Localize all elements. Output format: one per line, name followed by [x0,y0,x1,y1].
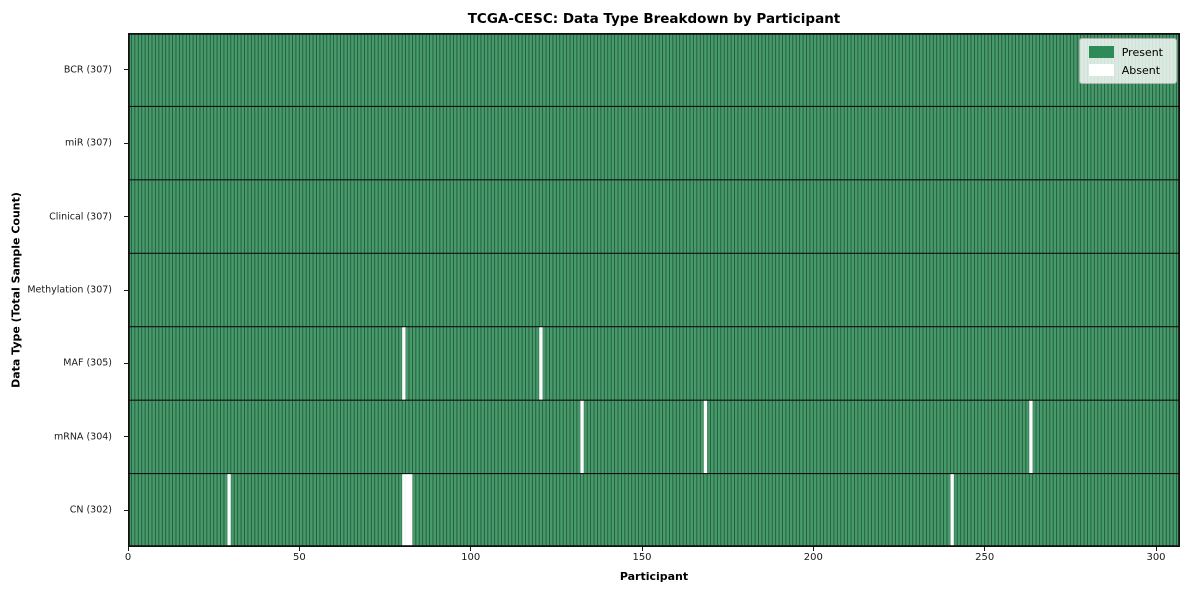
absent-cell [539,326,543,401]
present-cells-field [128,33,1180,547]
x-tick-label-0: 0 [124,552,132,563]
y-tick-mark [124,142,128,144]
y-tick-label-CN: CN (302) [69,504,112,516]
legend-entry-absent: Absent [1088,63,1167,77]
y-tick-mark [124,216,128,218]
present-swatch-icon [1088,46,1114,58]
x-tick-label-200: 200 [803,552,823,563]
absent-cell [950,473,954,547]
absent-cell [402,473,406,547]
y-tick-mark [124,289,128,291]
y-tick-mark [124,69,128,71]
x-tick-mark [641,547,643,551]
x-tick-label-150: 150 [632,552,652,563]
legend-label-present: Present [1121,45,1163,59]
x-tick-mark [470,547,472,551]
y-tick-mark [124,362,128,364]
absent-cell [580,400,584,474]
x-tick-label-300: 300 [1146,552,1166,563]
x-tick-label-50: 50 [292,552,306,563]
absent-cell [1029,400,1033,474]
y-tick-label-mRNA: mRNA (304) [53,431,112,443]
absent-cells [227,326,1033,547]
legend-label-absent: Absent [1121,63,1161,77]
y-tick-label-miR: miR (307) [64,137,112,149]
plot-border [128,33,1180,547]
legend: Present Absent [1078,38,1177,84]
absent-cell [227,473,231,547]
legend-entry-present: Present [1088,45,1167,59]
absent-swatch-icon [1088,64,1114,76]
x-tick-mark [127,547,129,551]
y-tick-label-BCR: BCR (307) [63,64,112,76]
y-tick-mark [124,509,128,511]
absent-cell [703,400,708,474]
absent-cell [402,326,406,401]
x-tick-mark [812,547,814,551]
heatmap-canvas [128,33,1180,547]
absent-cell [408,473,413,547]
x-tick-label-250: 250 [975,552,995,563]
x-tick-mark [1155,547,1157,551]
x-tick-mark [984,547,986,551]
y-tick-mark [124,436,128,438]
cell-edges [130,33,1178,547]
x-axis-label: Participant [619,570,689,583]
x-tick-label-100: 100 [461,552,481,563]
x-tick-mark [298,547,300,551]
chart-title: TCGA-CESC: Data Type Breakdown by Partic… [467,11,841,27]
y-tick-label-Methylation: Methylation (307) [27,284,112,296]
absent-cell [405,473,409,547]
heatmap-plot [128,33,1180,547]
y-tick-label-MAF: MAF (305) [63,357,112,369]
y-tick-label-Clinical: Clinical (307) [49,211,112,223]
row-dividers [128,105,1180,475]
